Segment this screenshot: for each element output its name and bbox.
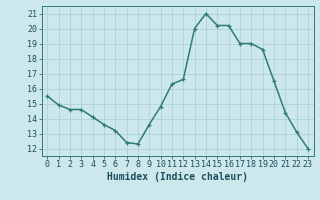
X-axis label: Humidex (Indice chaleur): Humidex (Indice chaleur): [107, 172, 248, 182]
